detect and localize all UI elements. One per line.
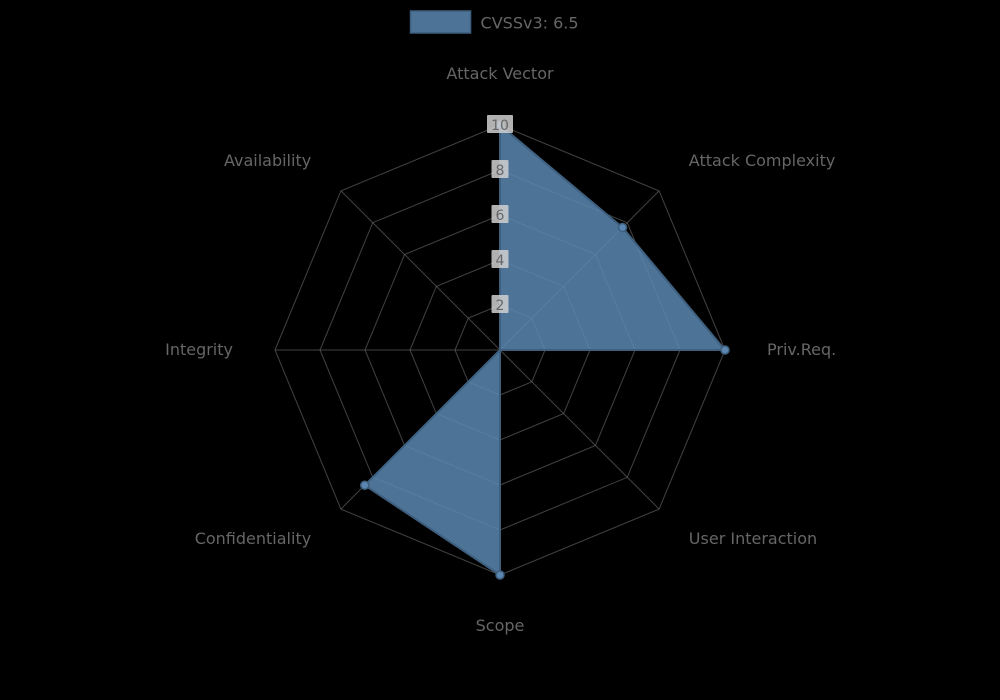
series-point [721,346,729,354]
legend-swatch [411,11,471,33]
axis-label: Integrity [165,340,233,359]
axis-label: Priv.Req. [767,340,836,359]
tick-label: 8 [496,163,505,179]
radar-spoke [341,191,500,350]
radar-spoke [500,350,659,509]
series-point [361,481,369,489]
axis-label: User Interaction [689,529,817,548]
axis-label: Attack Complexity [689,151,836,170]
cvss-radar-chart: 2 4 6 8 10 Attack Vector Attack Complexity Pri… [0,0,1000,700]
tick-label: 10 [491,118,509,134]
axis-label: Scope [476,616,525,635]
axis-label: Confidentiality [195,529,311,548]
axis-label: Attack Vector [446,64,554,83]
legend-label: CVSSv3: 6.5 [481,13,579,32]
tick-label: 2 [496,298,505,314]
series-point [619,223,627,231]
series-point [496,571,504,579]
tick-label: 4 [496,253,505,269]
tick-label: 6 [496,208,505,224]
chart-legend: CVSSv3: 6.5 [411,11,579,33]
axis-label: Availability [224,151,311,170]
